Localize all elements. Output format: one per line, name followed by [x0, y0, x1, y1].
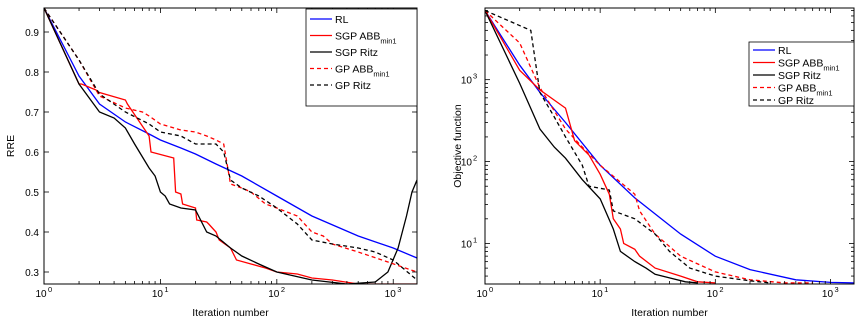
y-tick-label-exponent: 2 — [473, 154, 477, 163]
x-tick-label-exponent: 3 — [834, 285, 838, 294]
legend-label: GP Ritz — [335, 80, 371, 92]
y-tick-label: 0.7 — [25, 108, 39, 119]
x-axis-label-objective: Iteration number — [631, 307, 708, 319]
y-tick-label-exponent: 3 — [473, 72, 477, 81]
x-tick-label: 10 — [592, 289, 604, 300]
legend-label: RL — [778, 45, 792, 57]
legend-label-subscript: min1 — [380, 37, 396, 46]
legend-label: RL — [335, 14, 349, 26]
x-tick-label: 10 — [268, 289, 280, 300]
y-tick-label: 10 — [461, 76, 473, 87]
y-tick-label: 0.8 — [25, 68, 39, 79]
series-line-gp-ritz — [485, 9, 771, 284]
x-axis-label-rre: Iteration number — [192, 307, 269, 319]
legend-label-subscript: min1 — [373, 70, 389, 79]
series-line-sgp-abb — [485, 10, 716, 284]
y-tick-label: 0.5 — [25, 188, 39, 199]
ticks-objective: 10 0 10 1 10 2 10 310 110 210 3 — [461, 8, 854, 300]
x-tick-label: 10 — [152, 289, 164, 300]
series-line-rl — [44, 8, 417, 259]
series-line-gp-abb — [44, 8, 417, 273]
ticks-rre: 10 0 10 1 10 2 10 30.30.40.50.60.70.80.9 — [25, 8, 417, 300]
legend-label-subscript: min1 — [823, 64, 839, 73]
x-tick-label: 10 — [385, 289, 397, 300]
x-tick-label: 10 — [35, 289, 47, 300]
series-line-sgp-ritz — [44, 8, 417, 284]
x-tick-label: 10 — [476, 289, 488, 300]
series-line-rl — [485, 10, 854, 284]
x-tick-label: 10 — [707, 289, 719, 300]
x-tick-label-exponent: 1 — [604, 285, 608, 294]
y-tick-label: 10 — [461, 239, 473, 250]
plot-area-rre — [44, 8, 417, 284]
series-line-sgp-ritz — [485, 10, 698, 284]
y-tick-label: 0.4 — [25, 228, 39, 239]
y-tick-label: 0.3 — [25, 268, 39, 279]
chart-rre: 10 0 10 1 10 2 10 30.30.40.50.60.70.80.9 RLSGP … — [5, 7, 418, 319]
x-tick-label-exponent: 3 — [397, 285, 401, 294]
x-tick-label: 10 — [822, 289, 834, 300]
y-tick-label: 10 — [461, 158, 473, 169]
legend-label-subscript: min1 — [816, 89, 832, 98]
x-tick-label-exponent: 2 — [719, 285, 723, 294]
y-tick-label: 0.9 — [25, 28, 39, 39]
legend-label: SGP Ritz — [778, 70, 821, 82]
y-tick-label-exponent: 1 — [473, 235, 477, 244]
x-tick-label-exponent: 0 — [489, 285, 493, 294]
x-tick-label-exponent: 0 — [48, 285, 52, 294]
x-tick-label-exponent: 2 — [281, 285, 285, 294]
series-line-gp-ritz — [44, 8, 417, 281]
y-axis-label-objective: Objective function — [452, 104, 464, 188]
legend-label: GP Ritz — [778, 95, 814, 107]
x-tick-label-exponent: 1 — [164, 285, 168, 294]
plot-area-objective — [485, 9, 854, 284]
y-axis-label-rre: RRE — [5, 135, 17, 157]
series-line-gp-abb — [485, 10, 813, 284]
y-tick-label: 0.6 — [25, 148, 39, 159]
legend-box — [305, 8, 418, 107]
legend-label: SGP Ritz — [335, 47, 378, 59]
legend-box — [748, 41, 855, 107]
